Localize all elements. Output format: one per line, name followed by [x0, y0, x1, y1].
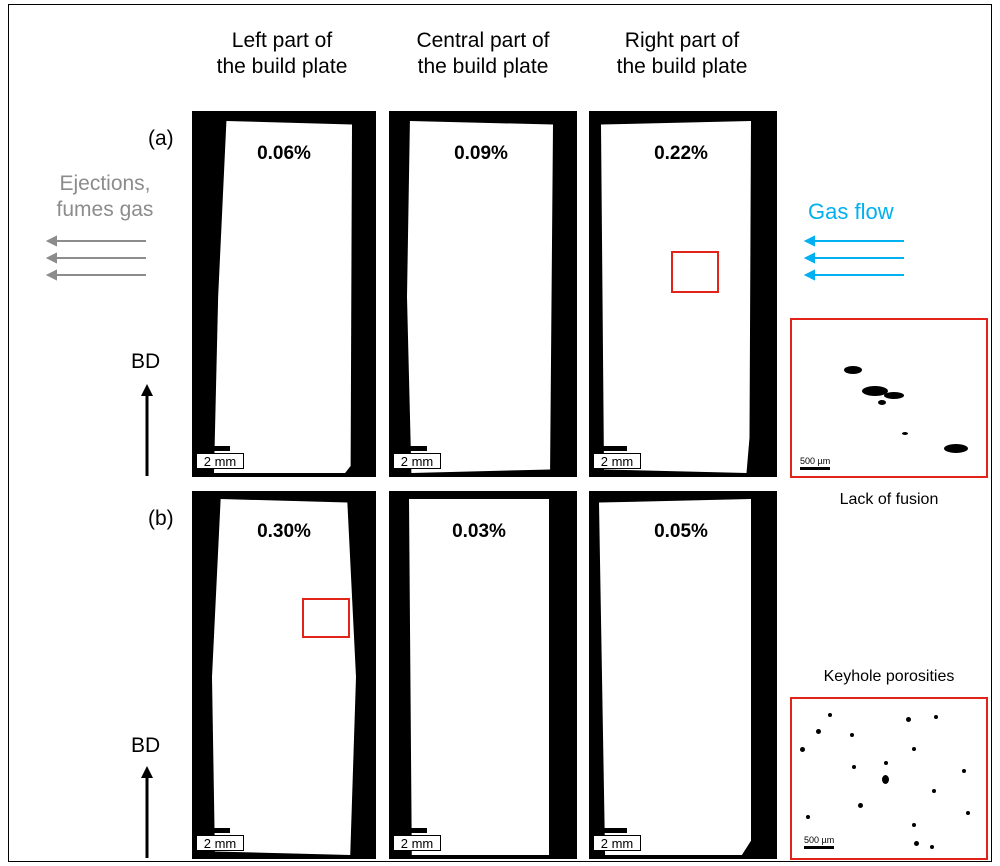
figure-frame: [8, 4, 992, 862]
pore: [862, 386, 888, 396]
pore: [934, 715, 938, 719]
scale-bar-label: 2 mm: [593, 835, 641, 851]
porosity-value: 0.09%: [454, 143, 508, 164]
inset-lack-of-fusion: 500 µm: [790, 318, 988, 478]
pore: [858, 803, 863, 808]
sample-silhouette: [601, 121, 751, 473]
pore: [912, 823, 916, 827]
porosity-value: 0.03%: [452, 521, 506, 542]
pore: [944, 444, 968, 453]
bd-label-b: BD: [131, 734, 161, 757]
column-header-left-line2: the build plate: [216, 55, 348, 78]
column-header-central-line1: Central part of: [416, 29, 550, 52]
column-header-right-line1: Right part of: [624, 29, 740, 52]
pore: [878, 400, 886, 405]
gas-flow-arrows: [803, 235, 904, 281]
gas-flow-note: Gas flow: [808, 199, 894, 224]
column-header-left: Left part of the build plate: [182, 28, 382, 80]
micrograph-a-central: 0.09% 2 mm: [389, 111, 577, 477]
pore: [912, 747, 916, 751]
column-header-central: Central part of the build plate: [383, 28, 583, 80]
pore: [828, 713, 832, 717]
pore: [800, 747, 805, 752]
pore: [844, 366, 862, 374]
row-label-b: (b): [148, 507, 174, 530]
sample-silhouette: [214, 121, 352, 473]
micrograph-b-right: 0.05% 2 mm: [589, 491, 777, 859]
column-header-right-line2: the build plate: [616, 55, 748, 78]
caption-keyhole-porosities: Keyhole porosities: [823, 668, 955, 685]
inset-scale-bar-label: 500 µm: [804, 835, 835, 845]
ejections-note-line2: fumes gas: [56, 198, 154, 221]
pore: [902, 432, 908, 435]
micrograph-b-central: 0.03% 2 mm: [389, 491, 577, 859]
highlight-box: [302, 598, 350, 638]
micrograph-b-left: 0.30% 2 mm: [192, 491, 376, 859]
pore: [884, 761, 888, 765]
sample-silhouette: [212, 499, 356, 855]
micrograph-a-left: 0.06% 2 mm: [192, 111, 376, 477]
pore: [932, 789, 936, 793]
scale-bar-label: 2 mm: [196, 453, 244, 469]
pore: [852, 765, 856, 769]
scale-bar-label: 2 mm: [393, 835, 441, 851]
micrograph-a-right: 0.22% 2 mm: [589, 111, 777, 477]
porosity-value: 0.06%: [257, 143, 311, 164]
inset-scale-bar: 500 µm: [804, 835, 834, 849]
inset-scale-bar-label: 500 µm: [800, 456, 831, 466]
ejection-arrows: [45, 235, 146, 281]
bd-arrow-b: [141, 766, 153, 858]
pore: [906, 717, 911, 722]
pore: [850, 733, 854, 737]
bd-label-a: BD: [131, 350, 161, 373]
pore: [914, 841, 919, 846]
pore: [930, 845, 934, 849]
column-header-left-line1: Left part of: [231, 29, 333, 52]
porosity-value: 0.05%: [654, 521, 708, 542]
pore: [806, 815, 810, 819]
scale-bar-label: 2 mm: [393, 453, 441, 469]
pore: [816, 729, 821, 734]
pore: [884, 392, 904, 399]
sample-silhouette: [599, 499, 751, 855]
column-header-central-line2: the build plate: [417, 55, 549, 78]
inset-keyhole-porosities: 500 µm: [790, 697, 988, 860]
scale-bar-label: 2 mm: [593, 453, 641, 469]
inset-scale-bar: 500 µm: [800, 456, 830, 470]
sample-silhouette: [409, 499, 549, 855]
pore: [966, 811, 970, 815]
ejections-note-line1: Ejections,: [59, 172, 151, 195]
row-label-a: (a): [148, 127, 174, 150]
ejections-note: Ejections, fumes gas: [40, 171, 170, 223]
sample-silhouette: [407, 121, 553, 473]
porosity-value: 0.22%: [654, 143, 708, 164]
pore: [962, 769, 966, 773]
caption-lack-of-fusion: Lack of fusion: [839, 491, 939, 508]
porosity-value: 0.30%: [257, 521, 311, 542]
bd-arrow-a: [141, 384, 153, 476]
scale-bar-label: 2 mm: [196, 835, 244, 851]
column-header-right: Right part of the build plate: [582, 28, 782, 80]
pore: [882, 775, 889, 784]
highlight-box: [671, 251, 719, 293]
